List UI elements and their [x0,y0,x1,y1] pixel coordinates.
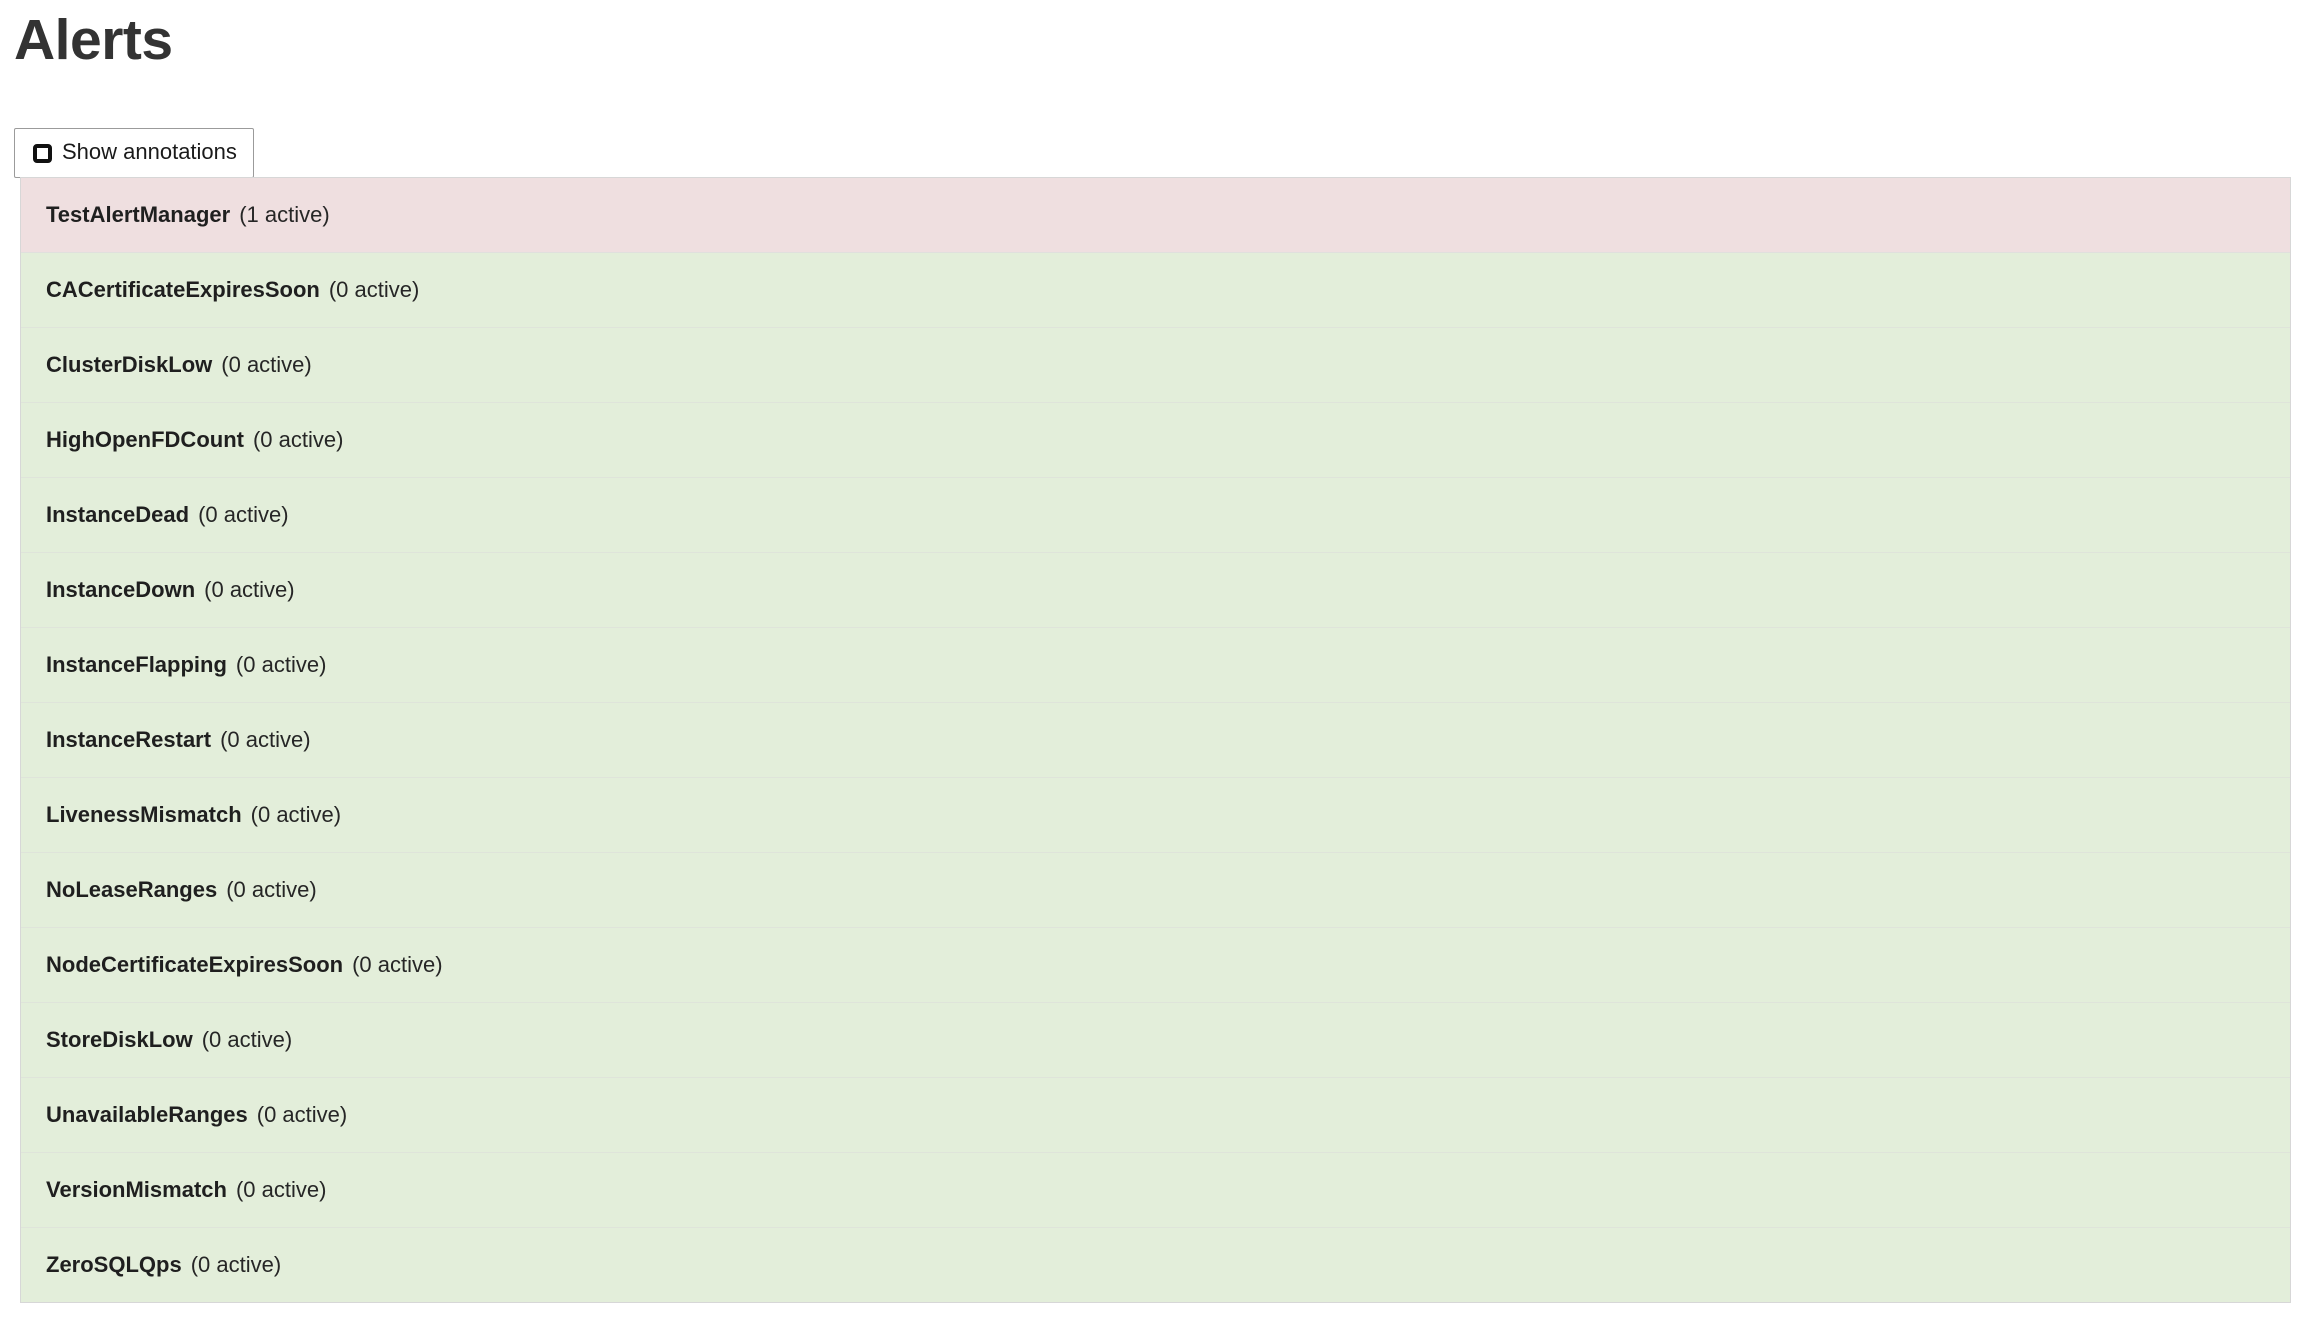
alert-active-count: (1 active) [239,202,330,227]
alert-row[interactable]: VersionMismatch (0 active) [21,1152,2290,1227]
alert-name: InstanceDown [46,577,196,602]
alert-name: NodeCertificateExpiresSoon [46,952,344,977]
alert-row[interactable]: CACertificateExpiresSoon (0 active) [21,252,2290,327]
alert-active-count: (0 active) [252,427,344,452]
alert-name: HighOpenFDCount [46,427,244,452]
alert-active-count: (0 active) [198,502,289,527]
alert-name: VersionMismatch [46,1177,227,1202]
alert-active-count: (0 active) [226,877,317,902]
alert-name: CACertificateExpiresSoon [46,277,320,302]
alert-row[interactable]: NodeCertificateExpiresSoon (0 active) [21,927,2290,1002]
alert-name: TestAlertManager [46,202,231,227]
alert-active-count: (0 active) [220,727,311,752]
alert-active-count: (0 active) [201,1027,293,1052]
alert-active-count: (0 active) [221,352,312,377]
alert-name: LivenessMismatch [46,802,242,827]
alert-row[interactable]: InstanceDown (0 active) [21,552,2290,627]
alert-name: UnavailableRanges [46,1102,248,1127]
alert-active-count: (0 active) [235,1177,327,1202]
show-annotations-label: Show annotations [62,139,237,164]
alert-name: StoreDiskLow [46,1027,193,1052]
alert-name: NoLeaseRanges [46,877,218,902]
alert-row[interactable]: LivenessMismatch (0 active) [21,777,2290,852]
alert-name: ZeroSQLQps [46,1252,182,1277]
alert-row[interactable]: NoLeaseRanges (0 active) [21,852,2290,927]
alert-name: InstanceDead [46,502,190,527]
alert-active-count: (0 active) [204,577,295,602]
alert-row[interactable]: ZeroSQLQps (0 active) [21,1227,2290,1302]
alert-active-count: (0 active) [250,802,342,827]
alert-name: InstanceFlapping [46,652,227,677]
alert-active-count: (0 active) [235,652,327,677]
checkbox-unchecked-icon [33,143,52,163]
alert-row[interactable]: ClusterDiskLow (0 active) [21,327,2290,402]
alert-row[interactable]: HighOpenFDCount (0 active) [21,402,2290,477]
page-title: Alerts [14,8,173,72]
alerts-list: TestAlertManager (1 active) CACertificateE… [20,177,2291,1303]
alert-row[interactable]: StoreDiskLow (0 active) [21,1002,2290,1077]
alert-name: ClusterDiskLow [46,352,213,377]
alert-active-count: (0 active) [256,1102,348,1127]
alert-row[interactable]: InstanceRestart (0 active) [21,702,2290,777]
alert-active-count: (0 active) [190,1252,282,1277]
alert-row[interactable]: UnavailableRanges (0 active) [21,1077,2290,1152]
alert-row[interactable]: InstanceDead (0 active) [21,477,2290,552]
alert-active-count: (0 active) [328,277,420,302]
show-annotations-toggle[interactable]: Show annotations [14,128,254,178]
alert-row[interactable]: TestAlertManager (1 active) [21,177,2290,252]
alert-row[interactable]: InstanceFlapping (0 active) [21,627,2290,702]
alert-active-count: (0 active) [352,952,443,977]
alert-name: InstanceRestart [46,727,212,752]
